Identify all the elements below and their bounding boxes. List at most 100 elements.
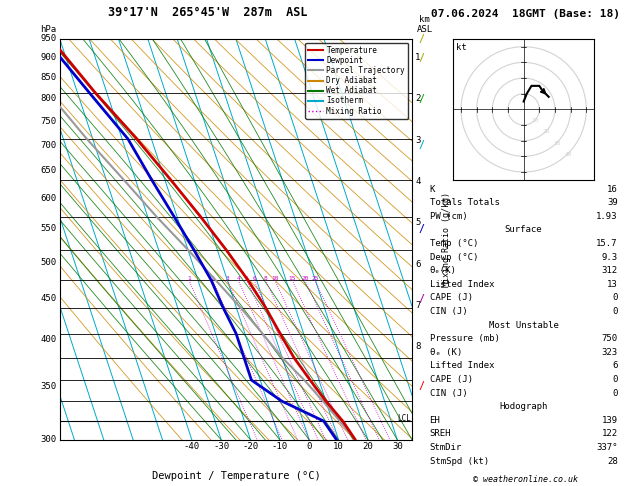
Text: 39: 39 xyxy=(607,198,618,207)
Text: CIN (J): CIN (J) xyxy=(430,307,467,316)
Text: 6: 6 xyxy=(612,362,618,370)
Text: 4: 4 xyxy=(237,276,240,281)
Text: CAPE (J): CAPE (J) xyxy=(430,294,472,302)
Text: 550: 550 xyxy=(40,225,57,233)
Text: 4: 4 xyxy=(415,177,421,186)
Text: StmDir: StmDir xyxy=(430,443,462,452)
Text: /: / xyxy=(418,224,424,234)
Text: 39°17'N  265°45'W  287m  ASL: 39°17'N 265°45'W 287m ASL xyxy=(108,6,308,19)
Text: 337°: 337° xyxy=(596,443,618,452)
Text: 9.3: 9.3 xyxy=(601,253,618,261)
Text: Temp (°C): Temp (°C) xyxy=(430,239,478,248)
Text: -10: -10 xyxy=(272,442,288,451)
Text: 15.7: 15.7 xyxy=(596,239,618,248)
Text: 2: 2 xyxy=(415,94,421,104)
Text: 122: 122 xyxy=(601,430,618,438)
Text: 1: 1 xyxy=(415,53,421,62)
Text: 8: 8 xyxy=(415,342,421,351)
Text: K: K xyxy=(430,185,435,193)
Text: 850: 850 xyxy=(40,73,57,82)
Text: 20: 20 xyxy=(542,129,550,135)
Text: 7: 7 xyxy=(415,301,421,310)
Text: Dewpoint / Temperature (°C): Dewpoint / Temperature (°C) xyxy=(152,471,320,482)
Text: 10: 10 xyxy=(333,442,344,451)
Text: /: / xyxy=(418,52,424,63)
Text: SREH: SREH xyxy=(430,430,451,438)
Text: Dewp (°C): Dewp (°C) xyxy=(430,253,478,261)
Text: 750: 750 xyxy=(601,334,618,343)
Text: /: / xyxy=(418,94,424,104)
Text: 0: 0 xyxy=(612,375,618,384)
Text: 950: 950 xyxy=(40,35,57,43)
Text: -30: -30 xyxy=(213,442,229,451)
Text: Lifted Index: Lifted Index xyxy=(430,280,494,289)
Text: 5: 5 xyxy=(245,276,248,281)
Text: /: / xyxy=(418,34,424,44)
Text: 3: 3 xyxy=(226,276,230,281)
Text: -40: -40 xyxy=(184,442,200,451)
Text: Mixing Ratio (g/kg): Mixing Ratio (g/kg) xyxy=(442,192,451,287)
Text: 8: 8 xyxy=(264,276,267,281)
Text: θₑ(K): θₑ(K) xyxy=(430,266,457,275)
Text: StmSpd (kt): StmSpd (kt) xyxy=(430,457,489,466)
Legend: Temperature, Dewpoint, Parcel Trajectory, Dry Adiabat, Wet Adiabat, Isotherm, Mi: Temperature, Dewpoint, Parcel Trajectory… xyxy=(305,43,408,119)
Text: 40: 40 xyxy=(565,152,572,157)
Text: Pressure (mb): Pressure (mb) xyxy=(430,334,499,343)
Text: /: / xyxy=(418,140,424,150)
Text: 20: 20 xyxy=(362,442,374,451)
Text: 0: 0 xyxy=(612,307,618,316)
Text: 700: 700 xyxy=(40,140,57,150)
Text: 300: 300 xyxy=(40,435,57,444)
Text: 6: 6 xyxy=(252,276,256,281)
Text: /: / xyxy=(418,381,424,391)
Text: hPa: hPa xyxy=(40,25,57,34)
Text: 323: 323 xyxy=(601,348,618,357)
Text: 650: 650 xyxy=(40,166,57,175)
Text: 900: 900 xyxy=(40,53,57,62)
Text: 0: 0 xyxy=(612,389,618,398)
Text: CAPE (J): CAPE (J) xyxy=(430,375,472,384)
Text: Totals Totals: Totals Totals xyxy=(430,198,499,207)
Text: 25: 25 xyxy=(311,276,319,281)
Text: EH: EH xyxy=(430,416,440,425)
Text: © weatheronline.co.uk: © weatheronline.co.uk xyxy=(473,474,577,484)
Text: 16: 16 xyxy=(607,185,618,193)
Text: 6: 6 xyxy=(415,260,421,269)
Text: 0: 0 xyxy=(612,294,618,302)
Text: 139: 139 xyxy=(601,416,618,425)
Text: -20: -20 xyxy=(243,442,259,451)
Text: 450: 450 xyxy=(40,295,57,303)
Text: 312: 312 xyxy=(601,266,618,275)
Text: 600: 600 xyxy=(40,194,57,203)
Text: 750: 750 xyxy=(40,117,57,125)
Text: 15: 15 xyxy=(289,276,296,281)
Text: /: / xyxy=(418,294,424,304)
Text: kt: kt xyxy=(456,43,467,52)
Text: 5: 5 xyxy=(415,218,421,227)
Text: 0: 0 xyxy=(306,442,312,451)
Text: 1.93: 1.93 xyxy=(596,212,618,221)
Text: 1: 1 xyxy=(187,276,191,281)
Text: 10: 10 xyxy=(271,276,279,281)
Text: 10: 10 xyxy=(531,118,538,123)
Text: km
ASL: km ASL xyxy=(416,16,433,34)
Text: 07.06.2024  18GMT (Base: 18): 07.06.2024 18GMT (Base: 18) xyxy=(431,9,620,19)
Text: Surface: Surface xyxy=(505,226,542,234)
Text: 30: 30 xyxy=(392,442,403,451)
Text: PW (cm): PW (cm) xyxy=(430,212,467,221)
Text: 30: 30 xyxy=(554,140,561,146)
Text: 800: 800 xyxy=(40,94,57,103)
Text: 2: 2 xyxy=(211,276,214,281)
Text: Lifted Index: Lifted Index xyxy=(430,362,494,370)
Text: CIN (J): CIN (J) xyxy=(430,389,467,398)
Text: 3: 3 xyxy=(415,136,421,145)
Text: 400: 400 xyxy=(40,335,57,344)
Text: θₑ (K): θₑ (K) xyxy=(430,348,462,357)
Text: Most Unstable: Most Unstable xyxy=(489,321,559,330)
Text: 350: 350 xyxy=(40,382,57,391)
Text: 20: 20 xyxy=(301,276,309,281)
Text: Hodograph: Hodograph xyxy=(499,402,548,411)
Text: 28: 28 xyxy=(607,457,618,466)
Text: LCL: LCL xyxy=(398,414,411,423)
Text: 13: 13 xyxy=(607,280,618,289)
